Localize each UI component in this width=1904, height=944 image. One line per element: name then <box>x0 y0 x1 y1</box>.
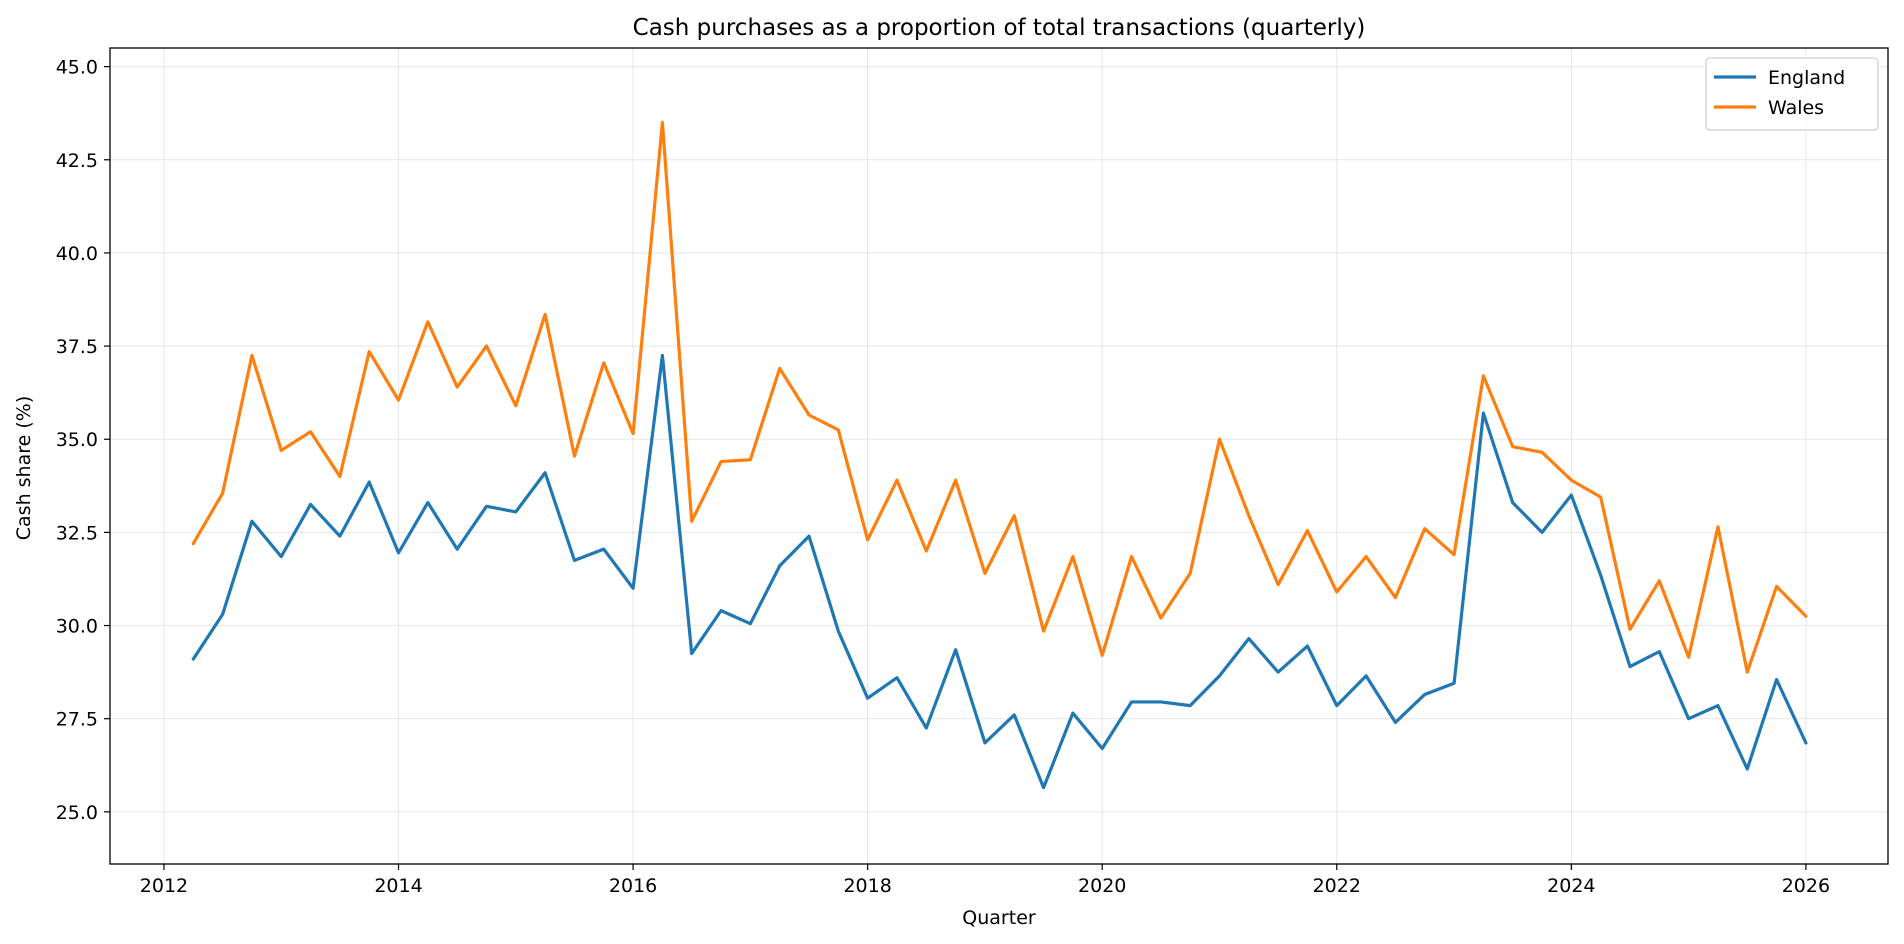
legend-label-england: England <box>1768 67 1845 89</box>
x-axis-label: Quarter <box>962 907 1036 929</box>
x-tick-label: 2024 <box>1547 875 1595 897</box>
x-tick-label: 2012 <box>140 875 188 897</box>
series-lines <box>191 120 1808 790</box>
x-tick-label: 2022 <box>1313 875 1361 897</box>
series-line-wales <box>191 120 1808 674</box>
y-tick-label: 30.0 <box>56 616 98 638</box>
y-tick-label: 32.5 <box>56 522 98 544</box>
grid <box>110 48 1888 864</box>
x-tick-label: 2016 <box>609 875 657 897</box>
x-tick-label: 2014 <box>374 875 422 897</box>
plot-area-frame <box>109 47 1889 865</box>
y-tick-label: 45.0 <box>56 57 98 79</box>
y-tick-label: 40.0 <box>56 243 98 265</box>
y-tick-label: 37.5 <box>56 336 98 358</box>
legend: England Wales <box>1705 57 1879 131</box>
y-tick-label: 25.0 <box>56 802 98 824</box>
x-tick-label: 2026 <box>1782 875 1830 897</box>
chart-title: Cash purchases as a proportion of total … <box>633 15 1366 41</box>
y-axis-label: Cash share (%) <box>13 396 35 540</box>
series-line-england <box>191 353 1808 790</box>
legend-label-wales: Wales <box>1768 97 1824 119</box>
y-tick-label: 42.5 <box>56 150 98 172</box>
x-tick-label: 2018 <box>843 875 891 897</box>
axis-ticks: 2012 2014 2016 2018 2020 2022 2024 2026 25.0 27.5… <box>56 57 1830 897</box>
y-tick-label: 35.0 <box>56 429 98 451</box>
y-tick-label: 27.5 <box>56 709 98 731</box>
x-tick-label: 2020 <box>1078 875 1126 897</box>
